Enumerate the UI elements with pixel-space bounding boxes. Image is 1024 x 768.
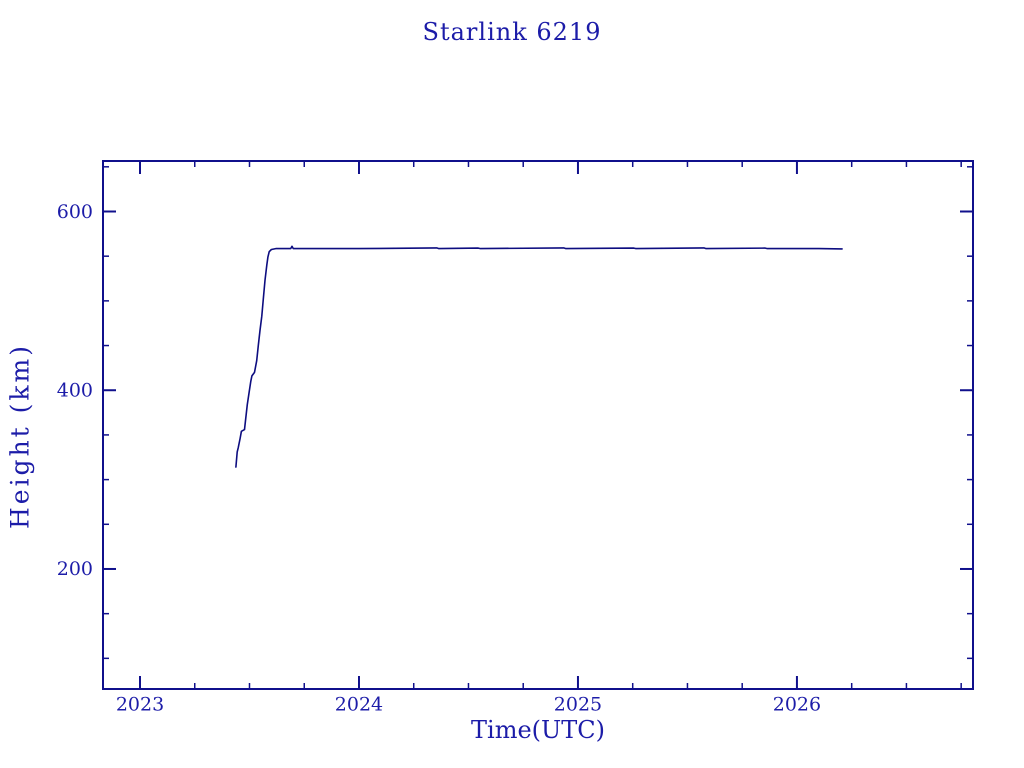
x-axis-label: Time(UTC) xyxy=(471,716,605,744)
x-tick-label: 2023 xyxy=(116,694,164,716)
x-tick-label: 2026 xyxy=(773,694,821,716)
y-tick-label: 200 xyxy=(57,558,93,580)
x-tick-label: 2025 xyxy=(554,694,602,716)
y-tick-label: 400 xyxy=(57,380,93,402)
plot-frame xyxy=(102,160,974,690)
x-tick-label: 2024 xyxy=(335,694,383,716)
chart-title: Starlink 6219 xyxy=(422,18,602,46)
data-line xyxy=(235,245,843,468)
y-tick-label: 600 xyxy=(57,201,93,223)
